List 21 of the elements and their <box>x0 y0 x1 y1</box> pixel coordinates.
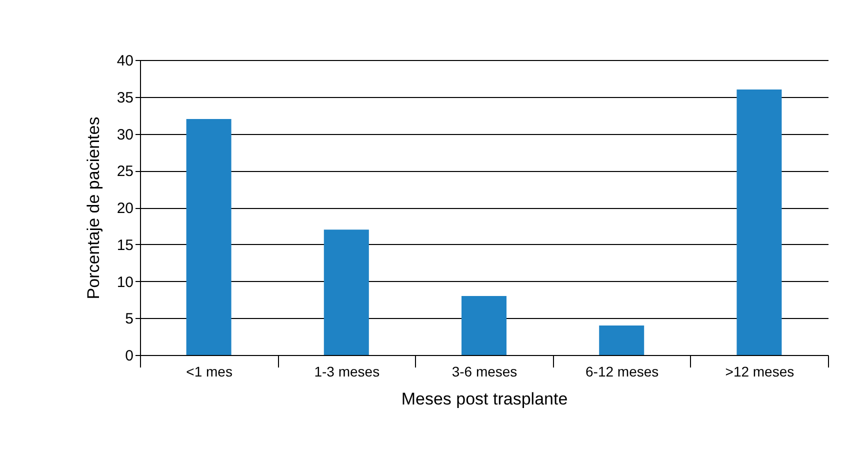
y-tick-label: 0 <box>125 348 134 364</box>
y-tick-label: 40 <box>116 52 134 70</box>
y-axis-title: Porcentaje de pacientes <box>84 116 103 300</box>
bar <box>462 296 506 355</box>
bar <box>599 326 644 355</box>
x-axis-title: Meses post trasplante <box>401 390 568 408</box>
y-tick-label: 30 <box>116 126 134 144</box>
x-tick-label: 6-12 meses <box>586 364 659 380</box>
y-tick-label: 15 <box>116 236 134 254</box>
x-tick-label: 3-6 meses <box>452 364 518 380</box>
y-tick-label: 20 <box>116 200 134 217</box>
x-tick-label: 1-3 meses <box>314 364 380 380</box>
bar <box>186 119 232 355</box>
x-tick-label: >12 meses <box>725 364 794 380</box>
y-tick-label: 10 <box>116 274 134 291</box>
y-tick-label: 5 <box>125 310 134 328</box>
x-tick-label: <1 mes <box>186 364 232 380</box>
y-tick-label: 25 <box>116 163 134 180</box>
y-tick-label: 35 <box>116 89 134 106</box>
bar <box>736 90 782 355</box>
bar <box>324 230 369 355</box>
